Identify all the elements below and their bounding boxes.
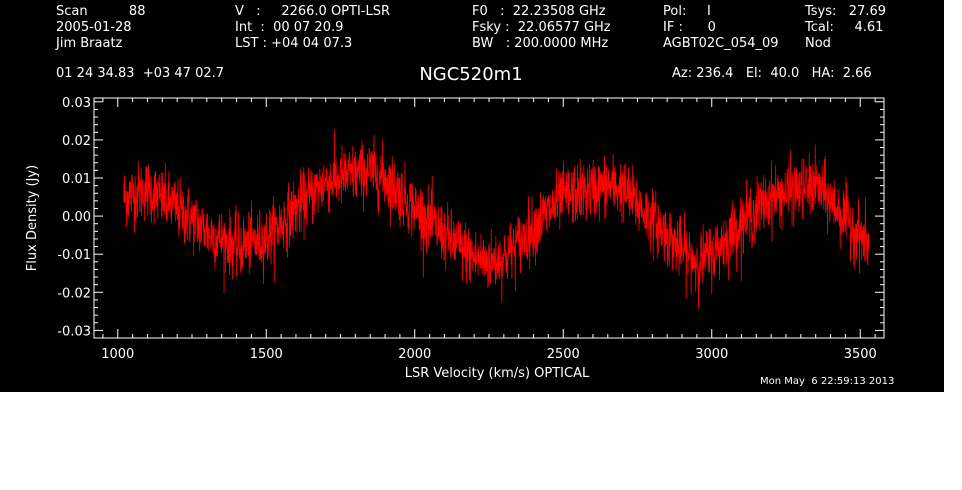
y-axis-label: Flux Density (Jy) (25, 165, 40, 271)
header-observer: Jim Braatz (56, 36, 123, 51)
y-tick-label: -0.02 (57, 286, 91, 301)
x-tick-label: 3000 (695, 347, 728, 362)
y-tick-label: 0.00 (62, 210, 91, 225)
header-tsys: Tsys: 27.69 (805, 4, 887, 19)
header-rest-freq: F0 : 22.23508 GHz (472, 4, 606, 19)
header-polarization: Pol: I (663, 4, 711, 19)
header-procedure: Nod (805, 36, 831, 51)
axes-layer: 1000 1500 2000 2500 3000 3500 -0.03 -0.02 -0.01 0… (57, 96, 885, 362)
x-tick-label: 3500 (844, 347, 877, 362)
header-date: 2005-01-28 (56, 20, 132, 35)
y-tick-label: 0.01 (62, 172, 91, 187)
header-az-el-ha: Az: 236.4 El: 40.0 HA: 2.66 (672, 66, 872, 81)
x-axis-label: LSR Velocity (km/s) OPTICAL (405, 366, 590, 381)
header-project: AGBT02C_054_09 (663, 36, 779, 51)
header-lst: LST : +04 04 07.3 (235, 36, 353, 51)
plot-title: NGC520m1 (419, 64, 522, 85)
x-tick-label: 1500 (250, 347, 283, 362)
header-tcal: Tcal: 4.61 (805, 20, 884, 35)
x-tick-label: 2500 (547, 347, 580, 362)
plot-timestamp: Mon May 6 22:59:13 2013 (760, 376, 895, 387)
header-coordinates: 01 24 34.83 +03 47 02.7 (56, 66, 225, 81)
header-bandwidth: BW : 200.0000 MHz (472, 36, 609, 51)
y-tick-label: 0.02 (62, 134, 91, 149)
plot-frame (93, 97, 885, 339)
header-velocity: V : 2266.0 OPTI-LSR (235, 4, 391, 19)
header-if: IF : 0 (663, 20, 716, 35)
header-sky-freq: Fsky : 22.06577 GHz (472, 20, 611, 35)
header-scan: Scan 88 (56, 4, 146, 19)
x-tick-label: 1000 (101, 347, 134, 362)
spectrum-layer (123, 129, 870, 309)
spectrum-series-line (123, 129, 870, 309)
y-tick-label: 0.03 (62, 96, 91, 111)
plot-window: Scan 88 2005-01-28 Jim Braatz V : 2266.0… (0, 0, 944, 392)
x-tick-label: 2000 (398, 347, 431, 362)
header-integration: Int : 00 07 20.9 (235, 20, 344, 35)
y-tick-label: -0.03 (57, 324, 91, 339)
spectrum-chart: NGC520m1 LSR Velocity (km/s) OPTICAL Flu… (25, 64, 885, 381)
y-tick-label: -0.01 (57, 248, 91, 263)
